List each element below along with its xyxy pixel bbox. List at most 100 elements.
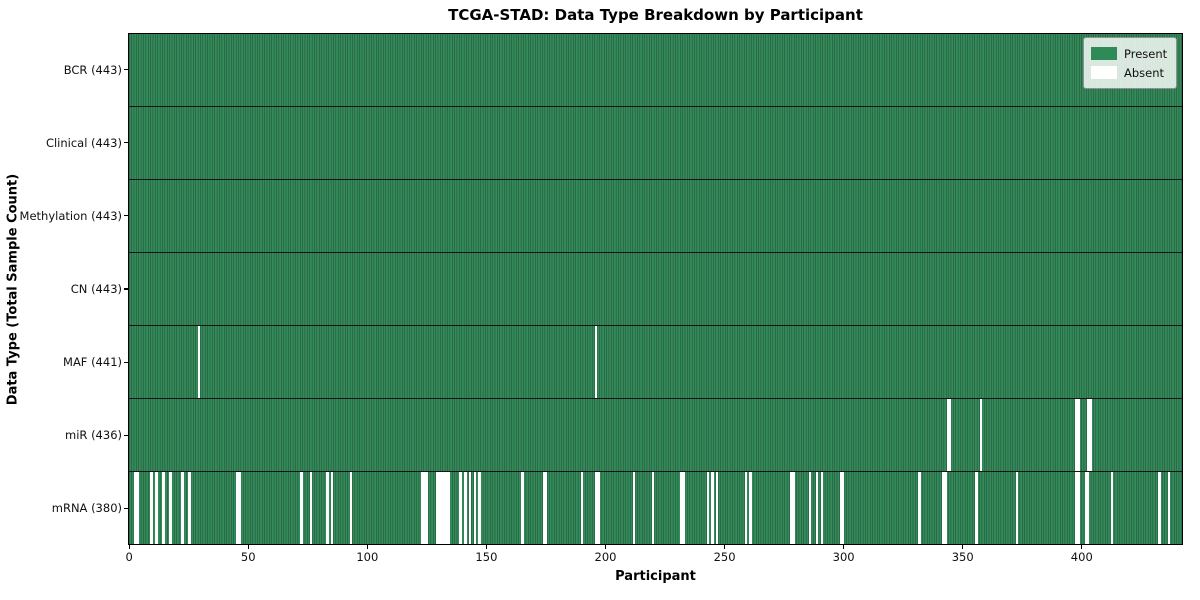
absent-stripe [946, 399, 950, 471]
absent-stripe [426, 472, 429, 544]
absent-stripe [309, 472, 313, 544]
absent-stripe [442, 472, 446, 544]
absent-stripe [1086, 399, 1090, 471]
legend-item-absent: Absent [1091, 63, 1168, 82]
x-tick-mark [366, 545, 368, 549]
row-band-mrna [129, 471, 1182, 544]
absent-stripe [815, 472, 819, 544]
row-band-mir [129, 398, 1182, 471]
y-tick-label-methylation: Methylation (443) [19, 208, 122, 223]
absent-stripe [711, 472, 714, 544]
absent-stripe [651, 472, 655, 544]
absent-stripe [162, 472, 165, 544]
y-tick-mark [123, 288, 128, 290]
absent-stripe [706, 472, 709, 544]
absent-stripe [350, 472, 353, 544]
absent-stripe [423, 472, 427, 544]
absent-stripe [941, 472, 945, 544]
absent-stripe [238, 472, 241, 544]
absent-stripe [1077, 472, 1080, 544]
absent-stripe [597, 472, 600, 544]
absent-stripe [944, 472, 947, 544]
absent-stripe [331, 472, 334, 544]
absent-stripe [435, 472, 438, 544]
y-tick-label-clinical: Clinical (443) [45, 135, 122, 150]
absent-stripe [445, 472, 448, 544]
y-tick-mark [123, 68, 128, 71]
row-band-cn [129, 252, 1182, 325]
absent-stripe [820, 472, 824, 544]
absent-stripe [792, 472, 795, 544]
row-band-methylation [129, 179, 1182, 252]
absent-stripe [716, 472, 719, 544]
absent-stripe [1086, 472, 1090, 544]
chart-title: TCGA-STAD: Data Type Breakdown by Partic… [448, 6, 863, 24]
absent-stripe [326, 472, 329, 544]
x-tick-label-300: 300 [832, 550, 855, 564]
absent-stripe [632, 472, 636, 544]
absent-stripe [150, 472, 153, 544]
row-band-bcr [129, 34, 1182, 106]
x-tick-label-250: 250 [713, 550, 736, 564]
absent-stripe [1077, 399, 1080, 471]
x-tick-label-100: 100 [356, 550, 379, 564]
absent-stripe [594, 326, 598, 398]
absent-stripe [789, 472, 793, 544]
y-tick-label-bcr: BCR (443) [63, 62, 122, 77]
x-axis-label: Participant [615, 569, 696, 584]
absent-stripe [949, 399, 952, 471]
absent-stripe [181, 472, 184, 544]
x-tick-mark [843, 545, 845, 549]
absent-stripe [839, 472, 843, 544]
y-tick-mark [123, 434, 128, 436]
absent-stripe [808, 472, 812, 544]
absent-stripe [680, 472, 683, 544]
y-tick-mark [123, 215, 128, 217]
absent-stripe [438, 472, 441, 544]
x-tick-mark [604, 545, 607, 549]
legend-item-present: Present [1091, 44, 1168, 63]
absent-stripe [594, 472, 598, 544]
absent-stripe [979, 399, 983, 471]
x-tick-mark [1081, 545, 1083, 549]
y-tick-label-cn: CN (443) [70, 282, 122, 296]
absent-stripe [464, 472, 467, 544]
x-tick-mark [723, 545, 726, 549]
absent-stripe [478, 472, 481, 544]
absent-stripe [521, 472, 524, 544]
absent-stripe [136, 472, 139, 544]
absent-stripe [300, 472, 303, 544]
absent-stripe [580, 472, 583, 544]
legend-label-present: Present [1124, 46, 1168, 61]
absent-stripe [133, 472, 137, 544]
absent-swatch-icon [1091, 66, 1117, 79]
x-tick-label-200: 200 [594, 550, 617, 564]
y-tick-label-maf: MAF (441) [63, 355, 122, 370]
x-tick-mark [485, 545, 487, 549]
absent-stripe [544, 472, 548, 544]
x-tick-mark [962, 545, 964, 549]
absent-stripe [1110, 472, 1114, 544]
legend-label-absent: Absent [1124, 65, 1165, 80]
legend: Present Absent [1083, 37, 1177, 89]
absent-stripe [447, 472, 450, 544]
absent-stripe [1084, 472, 1087, 544]
y-axis-label: Data Type (Total Sample Count) [5, 173, 21, 406]
x-tick-label-350: 350 [951, 550, 974, 564]
x-tick-label-50: 50 [240, 550, 256, 564]
absent-stripe [235, 472, 239, 544]
absent-stripe [473, 472, 477, 544]
absent-stripe [749, 472, 752, 544]
absent-stripe [468, 472, 472, 544]
absent-stripe [188, 472, 191, 544]
plot-area [128, 33, 1183, 545]
absent-stripe [842, 472, 845, 544]
y-tick-label-mrna: mRNA (380) [51, 501, 122, 516]
absent-stripe [918, 472, 921, 544]
absent-stripe [1158, 472, 1161, 544]
x-tick-mark [128, 545, 130, 549]
absent-stripe [744, 472, 747, 544]
x-tick-label-400: 400 [1070, 550, 1093, 564]
present-swatch-icon [1091, 47, 1117, 60]
